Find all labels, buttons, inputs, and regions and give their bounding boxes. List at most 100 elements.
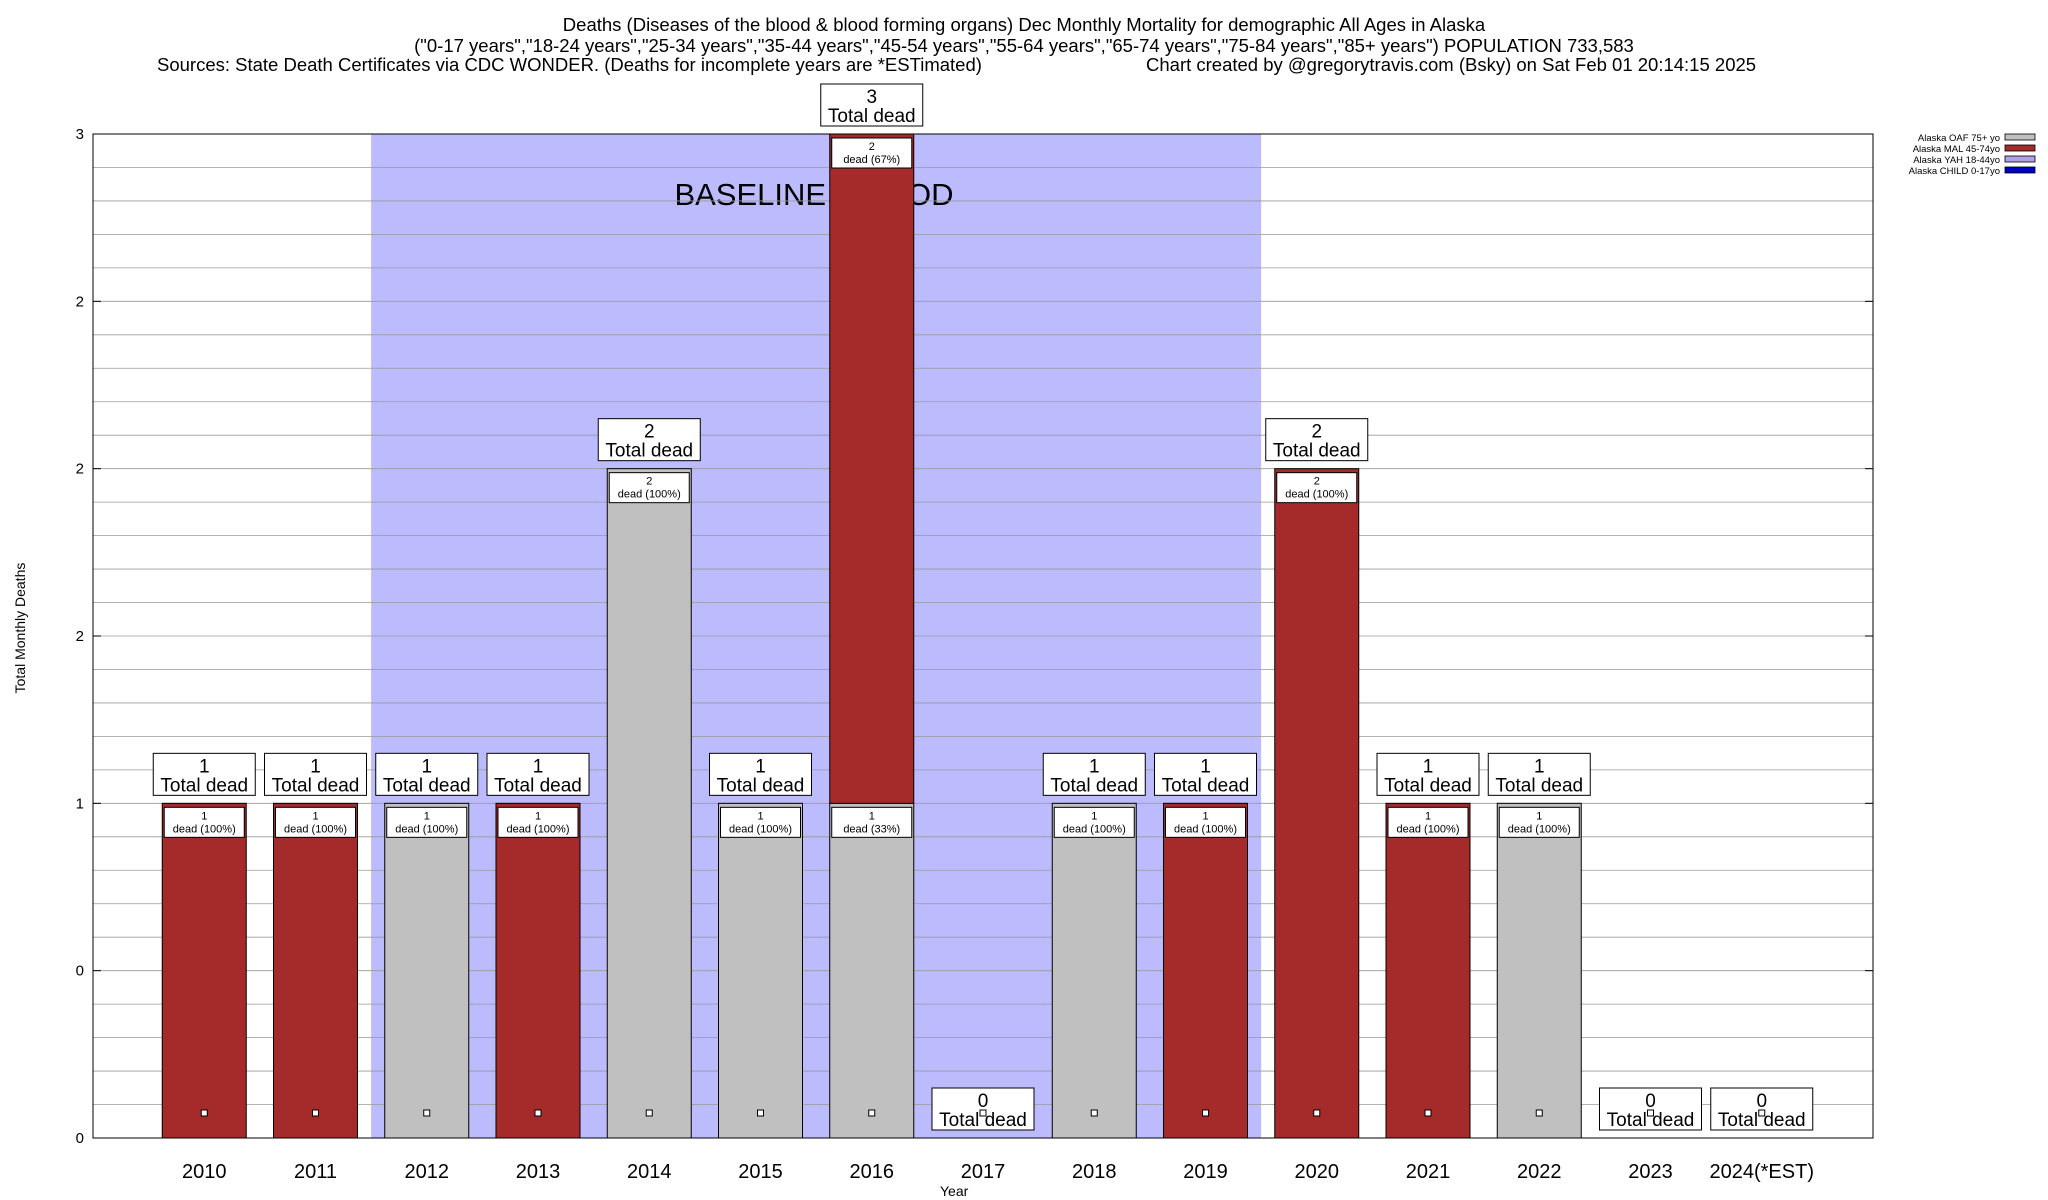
- total-label-text: Total dead: [1495, 775, 1583, 796]
- segment-label-box: [608, 472, 690, 504]
- bar-segment: [495, 802, 581, 1139]
- segment-label-box: [831, 137, 913, 169]
- total-label-count: 3: [866, 87, 877, 108]
- x-axis-label: Year: [940, 1183, 969, 1199]
- total-label-box: [1599, 1087, 1702, 1131]
- x-tick-label: 2015: [738, 1161, 783, 1183]
- legend-swatch: [2004, 155, 2036, 163]
- total-label-box: [1154, 752, 1257, 796]
- segment-label-pct: dead (67%): [843, 154, 900, 166]
- chart-credit: Chart created by @gregorytravis.com (Bsk…: [1146, 54, 1757, 75]
- segment-label-count: 1: [1202, 810, 1208, 822]
- segment-label-box: [1387, 806, 1469, 838]
- total-label-text: Total dead: [1607, 1110, 1695, 1131]
- x-tick-marker: [1535, 1109, 1543, 1117]
- bar-segment: [273, 802, 358, 1139]
- total-label-text: Total dead: [1384, 775, 1472, 796]
- segment-label-pct: dead (33%): [843, 823, 900, 835]
- segment-label-count: 1: [869, 810, 875, 822]
- total-label-count: 1: [1089, 756, 1100, 777]
- legend-label: Alaska CHILD 0-17yo: [1909, 166, 2000, 177]
- bar-segment: [1274, 468, 1360, 1139]
- segment-label-count: 1: [535, 810, 541, 822]
- segment-label-count: 2: [1314, 476, 1320, 488]
- x-tick-marker: [312, 1109, 319, 1117]
- x-tick-label: 2011: [294, 1161, 337, 1183]
- segment-label-count: 1: [424, 810, 430, 822]
- total-label-count: 0: [1756, 1091, 1767, 1112]
- legend-label: Alaska YAH 18-44yo: [1913, 155, 2000, 166]
- bar-segment: [829, 133, 915, 804]
- total-label-box: [264, 752, 367, 796]
- x-tick-label: 2017: [961, 1161, 1006, 1183]
- x-tick-label: 2014: [627, 1161, 672, 1183]
- segment-label-box: [1276, 472, 1358, 504]
- x-tick-marker: [1202, 1109, 1209, 1117]
- x-tick-marker: [757, 1109, 764, 1117]
- x-tick-label: 2013: [516, 1161, 561, 1183]
- bar-segment: [384, 802, 470, 1139]
- bar-segment: [1051, 802, 1137, 1139]
- y-tick-label: 2: [76, 461, 84, 478]
- total-label-box: [597, 418, 701, 462]
- segment-label-box: [1165, 806, 1246, 838]
- segment-label-count: 1: [1425, 810, 1431, 822]
- segment-label-pct: dead (100%): [173, 823, 236, 835]
- x-tick-marker: [1313, 1109, 1321, 1117]
- x-tick-label: 2016: [850, 1161, 895, 1183]
- total-label-text: Total dead: [494, 775, 582, 796]
- segment-label-box: [275, 806, 356, 838]
- segment-label-box: [497, 806, 579, 838]
- segment-label-count: 1: [312, 810, 318, 822]
- segment-label-box: [1498, 806, 1580, 838]
- x-tick-marker: [1090, 1109, 1098, 1117]
- x-tick-marker: [979, 1109, 987, 1117]
- y-tick-label: 2: [76, 293, 84, 310]
- legend-label: Alaska MAL 45-74yo: [1913, 144, 2000, 155]
- total-label-box: [1710, 1087, 1814, 1131]
- segment-label-pct: dead (100%): [507, 823, 570, 835]
- x-tick-marker: [423, 1109, 431, 1117]
- total-label-count: 2: [1311, 422, 1322, 443]
- total-label-box: [375, 752, 479, 796]
- total-label-count: 1: [199, 756, 210, 777]
- total-label-box: [931, 1087, 1035, 1131]
- total-label-count: 1: [1423, 756, 1434, 777]
- total-label-text: Total dead: [717, 775, 805, 796]
- bar-segment: [1163, 802, 1248, 1139]
- segment-label-pct: dead (100%): [284, 823, 347, 835]
- segment-label-pct: dead (100%): [395, 823, 458, 835]
- segment-label-count: 1: [757, 810, 763, 822]
- segment-label-count: 2: [869, 141, 875, 153]
- total-label-box: [709, 752, 812, 796]
- segment-label-pct: dead (100%): [1174, 823, 1237, 835]
- legend-swatch: [2004, 144, 2036, 152]
- y-tick-label: 0: [76, 1130, 84, 1147]
- total-label-count: 0: [1645, 1091, 1656, 1112]
- y-tick-label: 1: [76, 795, 84, 812]
- segment-label-box: [720, 806, 801, 838]
- y-tick-label: 3: [76, 126, 84, 143]
- chart-title-line-2: ("0-17 years","18-24 years","25-34 years…: [414, 35, 1634, 56]
- segment-label-pct: dead (100%): [618, 489, 681, 501]
- total-label-count: 1: [755, 756, 766, 777]
- total-label-text: Total dead: [1273, 441, 1361, 462]
- x-tick-label: 2018: [1072, 1161, 1117, 1183]
- segment-label-box: [831, 806, 913, 838]
- segment-label-count: 2: [646, 476, 652, 488]
- total-label-box: [1487, 752, 1591, 796]
- y-tick-label: 2: [76, 628, 84, 645]
- total-label-box: [1265, 418, 1369, 462]
- segment-label-count: 1: [1536, 810, 1542, 822]
- total-label-text: Total dead: [1050, 775, 1138, 796]
- total-label-count: 1: [533, 756, 544, 777]
- bar-segment: [829, 802, 915, 1139]
- total-label-text: Total dead: [1162, 775, 1250, 796]
- segment-label-box: [163, 806, 245, 838]
- x-tick-label: 2023: [1628, 1161, 1673, 1183]
- bar-segment: [718, 802, 803, 1139]
- chart-title-line-1: Deaths (Diseases of the blood & blood fo…: [562, 14, 1486, 35]
